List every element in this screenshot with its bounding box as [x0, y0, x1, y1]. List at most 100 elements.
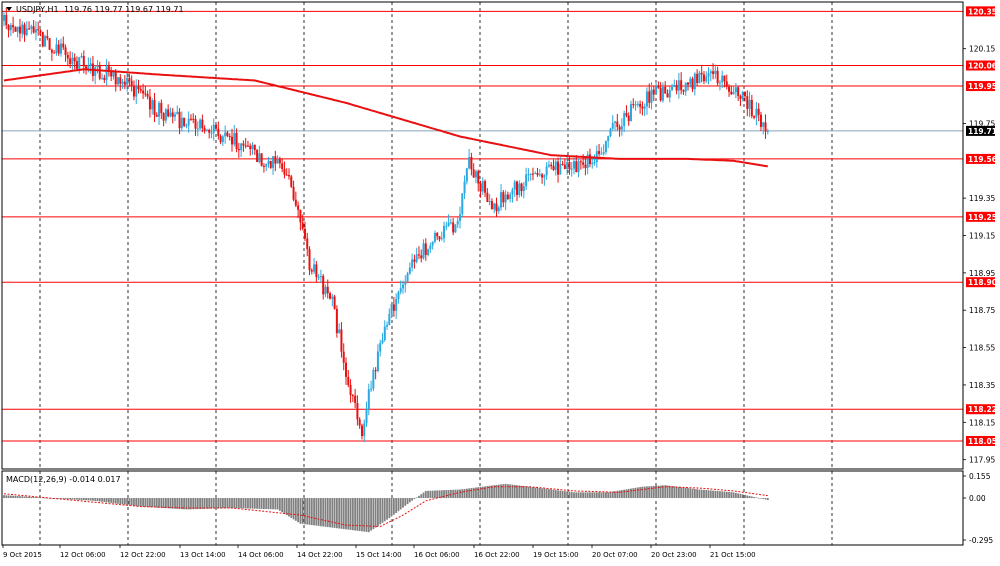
candle	[78, 56, 81, 74]
candle	[506, 191, 509, 201]
macd-bar	[237, 498, 240, 509]
candle	[609, 127, 612, 138]
macd-bar	[278, 498, 281, 511]
candle	[233, 124, 236, 147]
macd-bar	[513, 484, 516, 499]
candle	[604, 140, 607, 155]
candle	[461, 193, 464, 217]
macd-bar	[627, 488, 630, 499]
macd-bar	[361, 498, 363, 532]
candle	[240, 142, 243, 157]
candle	[395, 293, 398, 319]
macd-bar	[219, 498, 222, 509]
macd-bar	[618, 490, 621, 499]
candle	[406, 271, 409, 284]
dropdown-triangle-icon[interactable]	[6, 7, 12, 11]
macd-bar	[728, 491, 730, 499]
macd-layer	[3, 483, 769, 533]
candle	[103, 74, 106, 84]
candle	[714, 64, 717, 79]
candle	[675, 80, 678, 95]
macd-bar	[149, 498, 151, 508]
macd-bar	[247, 498, 249, 509]
macd-bar	[424, 490, 427, 499]
candle	[187, 111, 190, 133]
candle	[256, 148, 259, 163]
candle	[265, 163, 268, 171]
candle	[310, 268, 313, 275]
macd-bar	[620, 490, 623, 499]
candle	[611, 115, 614, 131]
macd-bar	[381, 498, 384, 523]
candle	[538, 169, 541, 177]
level-price-tag	[966, 435, 995, 446]
candle	[144, 86, 147, 97]
current-price-tag	[966, 125, 995, 136]
macd-bar	[516, 485, 518, 499]
candle	[201, 114, 204, 133]
macd-bar	[21, 496, 24, 499]
candle	[94, 64, 97, 85]
macd-bar	[614, 491, 616, 499]
candle	[308, 246, 311, 276]
macd-bar	[41, 497, 44, 499]
macd-bar	[454, 489, 457, 499]
macd-bar	[443, 490, 445, 499]
y-tick-label: 119.75	[969, 119, 995, 128]
candle	[203, 125, 206, 134]
candle	[258, 145, 261, 164]
macd-bar	[294, 498, 297, 521]
level-price-label: 120.35	[968, 7, 997, 16]
candle	[347, 369, 350, 388]
candle	[404, 275, 407, 293]
macd-bar	[757, 497, 760, 499]
candle	[374, 367, 377, 380]
candle	[288, 168, 290, 180]
macd-bar	[536, 487, 539, 499]
macd-bar	[760, 498, 762, 499]
candle	[262, 163, 265, 173]
candle	[101, 73, 104, 80]
macd-bar	[101, 498, 103, 502]
candle	[50, 48, 53, 61]
candle	[110, 66, 113, 82]
macd-bar	[285, 498, 288, 516]
macd-bar	[595, 492, 598, 499]
candle	[452, 217, 455, 236]
macd-bar	[625, 489, 628, 499]
candle	[744, 91, 746, 102]
macd-bar	[16, 496, 19, 499]
candle	[260, 153, 263, 167]
candle	[413, 254, 416, 269]
macd-bar	[719, 491, 721, 499]
macd-bar	[557, 490, 559, 499]
level-price-tag	[966, 404, 995, 415]
macd-bar	[586, 492, 589, 499]
level-price-label: 118.05	[968, 437, 997, 446]
macd-bar	[80, 498, 83, 501]
macd-bar	[183, 498, 186, 510]
macd-bar	[32, 497, 35, 499]
macd-bar	[755, 497, 758, 499]
candle	[529, 173, 532, 181]
candle	[331, 293, 334, 307]
macd-bar	[288, 498, 290, 517]
candle	[135, 79, 138, 105]
candle	[723, 75, 726, 88]
macd-bar	[532, 487, 534, 499]
macd-bar	[456, 489, 459, 499]
macd-bar	[377, 498, 379, 526]
macd-bar	[746, 495, 749, 499]
candle	[146, 90, 149, 100]
candle	[671, 83, 674, 92]
macd-bar	[358, 498, 361, 532]
candle	[570, 162, 573, 177]
macd-bar	[14, 495, 17, 499]
candle	[180, 111, 183, 132]
candle	[5, 7, 8, 30]
candle	[716, 66, 719, 86]
macd-bar	[734, 492, 737, 499]
macd-bar	[192, 498, 195, 510]
candle	[21, 21, 24, 39]
